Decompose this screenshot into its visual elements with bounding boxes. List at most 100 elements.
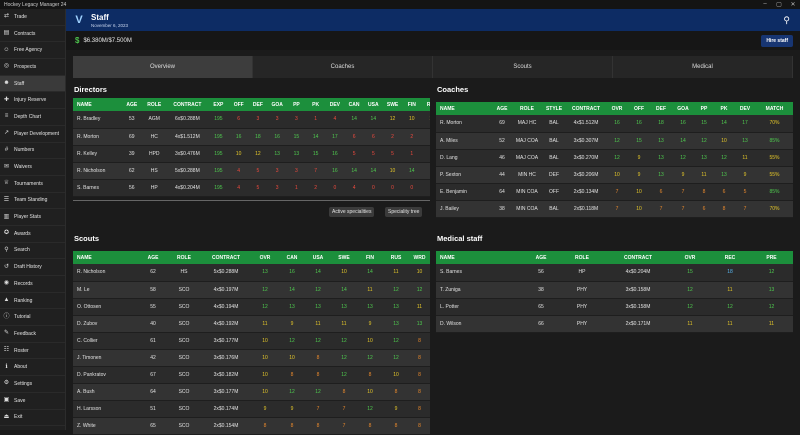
column-header[interactable]: PP bbox=[286, 98, 307, 111]
table-row[interactable]: P. Sexton 44 MIN HC DEF 3x$0.206M 10 9 13 9 11 13 9… bbox=[436, 166, 793, 184]
sidebar-item-free-agency[interactable]: ☺ Free Agency bbox=[0, 42, 65, 60]
column-header[interactable]: PP bbox=[694, 102, 714, 115]
column-header[interactable]: SWE bbox=[382, 98, 403, 111]
table-row[interactable]: T. Zuniga 38 PHY 3x$0.158M 12 11 13 bbox=[436, 281, 793, 299]
column-header[interactable]: DEF bbox=[650, 102, 672, 115]
column-header[interactable]: ROLE bbox=[558, 251, 606, 264]
column-header[interactable]: OVR bbox=[670, 251, 710, 264]
column-header[interactable]: ROLE bbox=[141, 98, 168, 111]
column-header[interactable]: CONTRACT bbox=[606, 251, 670, 264]
tab-medical[interactable]: Medical bbox=[613, 56, 793, 78]
sidebar-item-draft-history[interactable]: ↺ Draft History bbox=[0, 259, 65, 276]
directors-scroll[interactable]: NAME AGE ROLE CONTRACT EXP OFF DEF GOA PP PK DEV CA… bbox=[73, 98, 430, 201]
table-row[interactable]: A. Bush 64 SCO 3x$0.177M 10 12 12 8 10 8 8 bbox=[73, 383, 430, 401]
table-row[interactable]: D. Lang 46 MAJ COA BAL 3x$0.270M 12 9 13 12 13 12 1… bbox=[436, 149, 793, 167]
table-row[interactable]: J. Bailey 38 MIN COA BAL 2x$0.118M 7 10 7 7 6 8 7 70… bbox=[436, 200, 793, 218]
sidebar-item-search[interactable]: ⚲ Search bbox=[0, 243, 65, 260]
table-row[interactable]: R. Morton 69 HC 4x$1.512M 195 16 18 16 15 14 17 6 6 2… bbox=[73, 128, 430, 146]
minimize-icon[interactable]: – bbox=[763, 1, 767, 7]
table-row[interactable]: R. Morton 69 MAJ HC BAL 4x$1.512M 16 16 18 16 15 1… bbox=[436, 115, 793, 133]
column-header[interactable]: AGE bbox=[139, 251, 167, 264]
column-header[interactable]: CAN bbox=[344, 98, 364, 111]
column-header[interactable]: FIN bbox=[402, 98, 422, 111]
column-header[interactable]: RUS bbox=[421, 98, 430, 111]
sidebar-item-settings[interactable]: ⚙ Settings bbox=[0, 376, 65, 393]
tab-scouts[interactable]: Scouts bbox=[433, 56, 613, 78]
column-header[interactable]: WRD bbox=[409, 251, 430, 264]
column-header[interactable]: USA bbox=[305, 251, 331, 264]
column-header[interactable]: NAME bbox=[73, 251, 139, 264]
sidebar-item-team-standing[interactable]: ☰ Team Standing bbox=[0, 193, 65, 210]
sidebar-item-ranking[interactable]: ▲ Ranking bbox=[0, 293, 65, 310]
table-row[interactable]: S. Barnes 56 HP 4x$0.204M 15 18 12 bbox=[436, 264, 793, 282]
column-header[interactable]: OFF bbox=[628, 102, 650, 115]
tab-coaches[interactable]: Coaches bbox=[253, 56, 433, 78]
column-header[interactable]: EXP bbox=[207, 98, 230, 111]
sidebar-item-player-stats[interactable]: ▥ Player Stats bbox=[0, 209, 65, 226]
table-row[interactable]: D. Pankratov 67 SCO 3x$0.182M 10 8 8 12 8 10 8 bbox=[73, 366, 430, 384]
table-row[interactable]: M. Le 58 SCO 4x$0.197M 12 14 12 14 11 12 12 bbox=[73, 281, 430, 299]
column-header[interactable]: CONTRACT bbox=[167, 98, 208, 111]
table-row[interactable]: J. Timonen 42 SCO 3x$0.176M 10 10 8 12 12 12 8 bbox=[73, 349, 430, 367]
column-header[interactable]: RUS bbox=[383, 251, 409, 264]
column-header[interactable]: AGE bbox=[524, 251, 558, 264]
sidebar-item-prospects[interactable]: ◎ Prospects bbox=[0, 59, 65, 76]
column-header[interactable]: NAME bbox=[436, 251, 524, 264]
table-row[interactable]: D. Wilson 66 PHY 2x$0.171M 11 11 11 bbox=[436, 315, 793, 333]
column-header[interactable]: AGE bbox=[492, 102, 512, 115]
sidebar-item-records[interactable]: ◉ Records bbox=[0, 276, 65, 293]
table-row[interactable]: H. Larsson 51 SCO 2x$0.174M 9 9 7 7 12 9 8 bbox=[73, 400, 430, 418]
table-row[interactable]: O. Ottosen 55 SCO 4x$0.194M 12 13 13 13 13 13 11 bbox=[73, 298, 430, 316]
hire-staff-button[interactable]: Hire staff bbox=[761, 34, 793, 47]
column-header[interactable]: CONTRACT bbox=[201, 251, 251, 264]
table-row[interactable]: E. Benjamin 64 MIN COA OFF 2x$0.134M 7 10 6 7 8 6 5… bbox=[436, 183, 793, 201]
maximize-icon[interactable]: ▢ bbox=[776, 2, 782, 8]
table-row[interactable]: R. Bradley 53 AGM 6x$0.288M 195 6 3 3 3 1 4 14 14 12 1… bbox=[73, 111, 430, 129]
sidebar-item-waivers[interactable]: ✉ Waivers bbox=[0, 159, 65, 176]
table-row[interactable]: R. Nicholson 62 HS 5x$0.288M 13 16 14 10 14 11 10 bbox=[73, 264, 430, 282]
column-header[interactable]: DEV bbox=[734, 102, 756, 115]
sidebar-item-numbers[interactable]: # Numbers bbox=[0, 143, 65, 160]
table-row[interactable]: Z. White 65 SCO 2x$0.154M 8 8 8 7 8 8 8 bbox=[73, 417, 430, 435]
column-header[interactable]: SWE bbox=[331, 251, 357, 264]
column-header[interactable]: PK bbox=[714, 102, 734, 115]
sidebar-item-trade[interactable]: ⇄ Trade bbox=[0, 9, 65, 26]
active-specialities-button[interactable]: Active specialities bbox=[329, 207, 375, 217]
sidebar-item-save[interactable]: ▣ Save bbox=[0, 393, 65, 410]
column-header[interactable]: STYLE bbox=[542, 102, 566, 115]
column-header[interactable]: DEV bbox=[325, 98, 345, 111]
sidebar-item-depth-chart[interactable]: ≡ Depth Chart bbox=[0, 109, 65, 126]
column-header[interactable]: NAME bbox=[436, 102, 492, 115]
sidebar-item-exit[interactable]: ⏏ Exit bbox=[0, 410, 65, 427]
table-row[interactable]: A. Miles 52 MAJ COA BAL 3x$0.307M 12 15 13 14 12 1… bbox=[436, 132, 793, 150]
column-header[interactable]: FIN bbox=[357, 251, 383, 264]
sidebar-item-awards[interactable]: ✪ Awards bbox=[0, 226, 65, 243]
sidebar-item-about[interactable]: ℹ About bbox=[0, 359, 65, 377]
sidebar-item-injury-reserve[interactable]: ✚ Injury Reserve bbox=[0, 92, 65, 110]
table-row[interactable]: R. Kelley 39 HPD 3x$0.476M 195 10 12 13 13 15 16 5 5… bbox=[73, 145, 430, 163]
column-header[interactable]: ROLE bbox=[167, 251, 201, 264]
column-header[interactable]: USA bbox=[363, 98, 383, 111]
table-row[interactable]: R. Nicholson 62 HS 5x$0.288M 195 4 5 3 3 7 16 14 14 1… bbox=[73, 162, 430, 180]
column-header[interactable]: AGE bbox=[122, 98, 142, 111]
column-header[interactable]: GOA bbox=[267, 98, 287, 111]
speciality-tree-button[interactable]: Speciality tree bbox=[385, 207, 423, 217]
sidebar-item-staff[interactable]: ☻ Staff bbox=[0, 75, 65, 93]
column-header[interactable]: ROLE bbox=[512, 102, 542, 115]
column-header[interactable]: OVR bbox=[251, 251, 279, 264]
column-header[interactable]: DEF bbox=[248, 98, 268, 111]
close-icon[interactable]: ✕ bbox=[790, 2, 796, 8]
sidebar-item-tutorial[interactable]: ⓘ Tutorial bbox=[0, 309, 65, 327]
table-row[interactable]: D. Zubov 40 SCO 4x$0.192M 11 9 11 11 9 13 13 bbox=[73, 315, 430, 333]
tab-overview[interactable]: Overview bbox=[73, 56, 253, 78]
sidebar-item-contracts[interactable]: ▤ Contracts bbox=[0, 26, 65, 43]
column-header[interactable]: OVR bbox=[606, 102, 628, 115]
column-header[interactable]: MATCH bbox=[756, 102, 793, 115]
column-header[interactable]: GOA bbox=[672, 102, 694, 115]
column-header[interactable]: OFF bbox=[229, 98, 249, 111]
table-row[interactable]: C. Collier 61 SCO 3x$0.177M 10 12 12 12 10 12 8 bbox=[73, 332, 430, 350]
column-header[interactable]: NAME bbox=[73, 98, 123, 111]
sidebar-item-roster[interactable]: ☷ Roster bbox=[0, 343, 65, 360]
table-row[interactable]: L. Potter 65 PHY 3x$0.158M 12 12 12 bbox=[436, 298, 793, 316]
